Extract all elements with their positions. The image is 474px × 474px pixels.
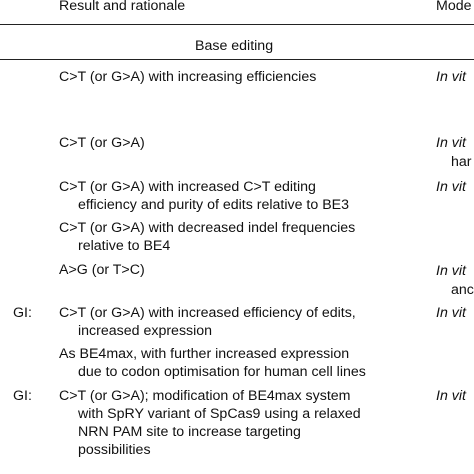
rationale-line: with SpRY variant of SpCas9 using a rela…	[78, 406, 361, 422]
section-divider	[0, 59, 474, 60]
header-divider	[0, 24, 474, 25]
model-line: har	[451, 154, 472, 170]
rationale-line: C>T (or G>A) with increasing efficiencie…	[59, 69, 317, 85]
model-line: In vit	[436, 69, 466, 85]
row-code: GI:	[13, 305, 32, 321]
rationale-line: C>T (or G>A) with decreased indel freque…	[59, 220, 356, 236]
rationale-line: due to codon optimisation for human cell…	[78, 364, 366, 380]
model-line: In vit	[436, 179, 466, 195]
rationale-line: efficiency and purity of edits relative …	[78, 197, 350, 213]
rationale-line: NRN PAM site to increase targeting	[78, 424, 301, 440]
rationale-line: C>T (or G>A) with increased C>T editing	[59, 179, 316, 195]
rationale-line: C>T (or G>A)	[59, 135, 145, 151]
rationale-line: possibilities	[78, 442, 151, 458]
rationale-line: A>G (or T>C)	[59, 262, 145, 278]
column-header-result: Result and rationale	[59, 0, 186, 14]
column-header-model: Mode	[436, 0, 472, 14]
model-line: In vit	[436, 388, 466, 404]
rationale-line: C>T (or G>A); modification of BE4max sys…	[59, 388, 351, 404]
rationale-line: relative to BE4	[78, 238, 171, 254]
model-line: In vit	[436, 135, 466, 151]
section-title: Base editing	[195, 38, 274, 54]
model-line: In vit	[436, 263, 466, 279]
row-code: GI:	[13, 388, 32, 404]
model-line: anc	[451, 282, 474, 298]
rationale-line: C>T (or G>A) with increased efficiency o…	[59, 305, 356, 321]
rationale-line: increased expression	[78, 323, 213, 339]
model-line: In vit	[436, 305, 466, 321]
rationale-line: As BE4max, with further increased expres…	[59, 346, 350, 362]
